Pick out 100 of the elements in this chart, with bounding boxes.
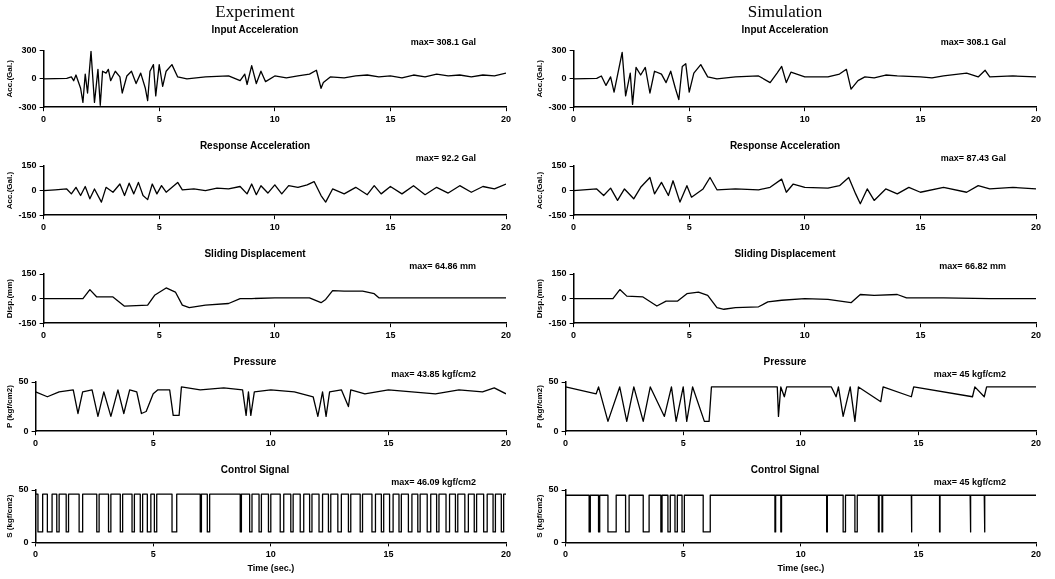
x-tick-label: 15 [385,222,396,233]
y-tick-label: 0 [553,425,559,436]
y-tick-label: 0 [31,293,37,304]
y-tick-label: 150 [551,268,567,279]
text: max= 45 kgf/cm2 [933,368,1006,379]
y-axis-title: P (kgf/cm2) [535,384,544,429]
x-tick-label: 15 [385,330,396,341]
y-axis-title: Acc.(Gal.) [5,171,14,210]
x-tick-label: 20 [1030,438,1042,449]
x-tick-label: 10 [265,438,276,449]
x-tick-label: 10 [799,330,810,341]
y-tick-label: -150 [548,317,567,328]
x-tick-label: 5 [150,438,156,449]
x-tick-label: 10 [269,222,280,233]
x-tick-label: 0 [41,330,47,341]
text: max= 45 kgf/cm2 [933,476,1006,487]
x-axis-title: Time (sec.) [247,563,295,574]
text: max= 46.09 kgf/cm2 [391,476,476,487]
text: max= 64.86 mm [409,260,476,271]
x-tick-label: 10 [799,114,810,125]
y-tick-label: 0 [23,536,29,547]
x-tick-label: 10 [269,330,280,341]
text: max= 92.2 Gal [415,152,476,163]
x-tick-label: 15 [915,114,926,125]
x-tick-label: 20 [1030,330,1042,341]
text: max= 66.82 mm [939,260,1006,271]
x-tick-label: 10 [265,549,276,560]
x-tick-label: 20 [500,114,512,125]
y-tick-label: 50 [18,484,29,495]
x-tick-label: 5 [680,549,686,560]
x-tick-label: 15 [913,549,924,560]
y-tick-label: 0 [561,73,567,84]
y-tick-label: -150 [548,209,567,220]
y-axis-title: Disp.(mm) [5,278,14,319]
x-tick-label: 5 [156,330,162,341]
text: max= 308.1 Gal [940,37,1006,48]
x-tick-label: 20 [1030,222,1042,233]
chart-title: Experiment [215,1,295,21]
x-tick-label: 15 [915,330,926,341]
chart-title: Response Acceleration [199,139,311,151]
y-tick-label: -150 [18,209,37,220]
x-tick-label: 10 [799,222,810,233]
chart-title: Pressure [233,355,277,367]
chart-title: Sliding Displacement [204,247,307,259]
y-tick-label: 50 [548,376,559,387]
y-axis-title: Acc.(Gal.) [535,59,544,98]
x-tick-label: 20 [1030,114,1042,125]
x-tick-label: 20 [500,438,512,449]
x-tick-label: 5 [156,222,162,233]
x-tick-label: 15 [383,549,394,560]
y-tick-label: 150 [21,268,37,279]
y-axis-title: Acc.(Gal.) [535,171,544,210]
y-tick-label: 50 [18,376,29,387]
chart-title: Pressure [763,355,807,367]
y-tick-label: 0 [561,185,567,196]
text: max= 87.43 Gal [940,152,1006,163]
x-tick-label: 20 [500,549,512,560]
x-tick-label: 10 [269,114,280,125]
x-tick-label: 5 [156,114,162,125]
x-tick-label: 20 [500,330,512,341]
y-axis-title: S (kgf/cm2) [5,494,14,538]
x-tick-label: 5 [686,330,692,341]
y-tick-label: 0 [553,536,559,547]
x-tick-label: 5 [686,222,692,233]
y-tick-label: 150 [551,160,567,171]
y-tick-label: -300 [18,101,37,112]
y-axis-title: P (kgf/cm2) [5,384,14,429]
x-tick-label: 20 [500,222,512,233]
chart-title: Sliding Displacement [734,247,837,259]
x-tick-label: 5 [680,438,686,449]
x-tick-label: 0 [571,330,577,341]
chart-title: Control Signal [220,463,290,475]
chart-title: Control Signal [750,463,820,475]
text: max= 43.85 kgf/cm2 [391,368,476,379]
x-tick-label: 20 [1030,549,1042,560]
chart-subtitle: Input Acceleration [211,24,299,36]
y-tick-label: -300 [548,101,567,112]
x-tick-label: 10 [795,549,806,560]
y-axis-title: Disp.(mm) [535,278,544,319]
x-tick-label: 15 [915,222,926,233]
y-tick-label: 150 [21,160,37,171]
y-tick-label: 50 [548,484,559,495]
chart-subtitle: Input Acceleration [741,24,829,36]
x-tick-label: 15 [385,114,396,125]
x-tick-label: 5 [150,549,156,560]
y-axis-title: S (kgf/cm2) [535,494,544,538]
y-axis-title: Acc.(Gal.) [5,59,14,98]
y-tick-label: 300 [21,44,37,55]
y-tick-label: 0 [23,425,29,436]
y-tick-label: 0 [31,185,37,196]
x-tick-label: 15 [383,438,394,449]
y-tick-label: 300 [551,44,567,55]
x-tick-label: 0 [41,114,47,125]
x-axis-title: Time (sec.) [777,563,825,574]
y-tick-label: -150 [18,317,37,328]
x-tick-label: 0 [571,222,577,233]
y-tick-label: 0 [31,73,37,84]
x-tick-label: 15 [913,438,924,449]
chart-title: Simulation [747,1,823,21]
text: max= 308.1 Gal [410,37,476,48]
